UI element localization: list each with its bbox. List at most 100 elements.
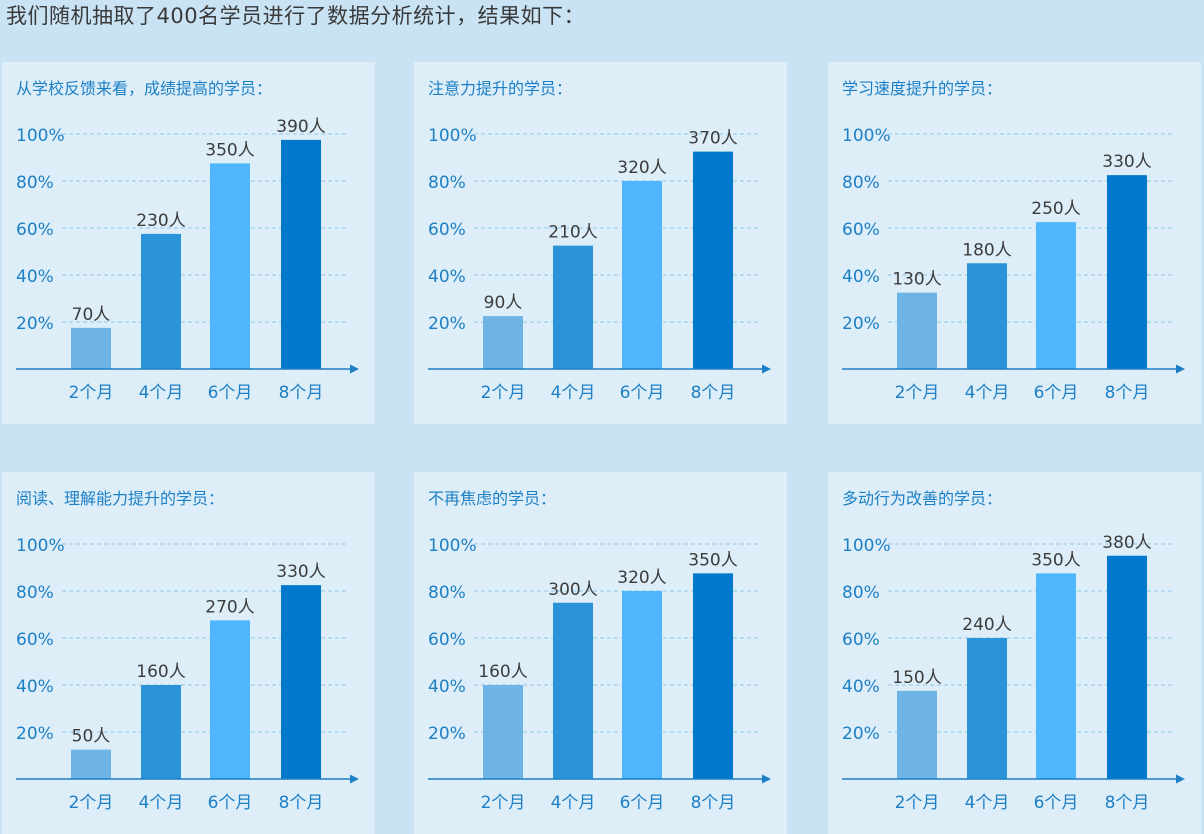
y-tick-label: 20% <box>842 724 880 744</box>
bar <box>1036 573 1076 779</box>
bar-value-label: 370人 <box>688 129 737 149</box>
x-tick-label: 6个月 <box>1034 793 1079 813</box>
chart-panel: 多动行为改善的学员： 20% 40% 60% 80% 100% 150人 2个月 240人 4个月… <box>828 472 1201 834</box>
chart-title: 不再焦虑的学员： <box>428 489 557 508</box>
bar <box>897 690 937 779</box>
bar-value-label: 330人 <box>276 562 325 582</box>
bar-chart: 20% 40% 60% 80% 100% 90人 2个月 210人 4个月 320人 6个月 370人… <box>428 126 771 403</box>
bar-value-label: 350人 <box>1031 550 1080 570</box>
y-tick-label: 60% <box>16 220 54 240</box>
y-tick-label: 40% <box>428 267 466 287</box>
bar-value-label: 130人 <box>892 270 941 290</box>
x-tick-label: 8个月 <box>1105 383 1150 403</box>
y-tick-label: 60% <box>428 630 466 650</box>
bar-value-label: 390人 <box>276 117 325 137</box>
x-axis-arrow-icon <box>762 774 771 784</box>
bar <box>967 638 1007 779</box>
bar <box>281 139 321 369</box>
chart-title: 从学校反馈来看，成绩提高的学员： <box>16 79 273 98</box>
bar-chart: 20% 40% 60% 80% 100% 70人 2个月 230人 4个月 350人 6个月 390人… <box>16 117 359 403</box>
y-tick-label: 20% <box>16 724 54 744</box>
bar-chart: 20% 40% 60% 80% 100% 130人 2个月 180人 4个月 250人 6个月 330… <box>842 126 1185 403</box>
x-tick-label: 8个月 <box>691 793 736 813</box>
y-tick-label: 80% <box>16 173 54 193</box>
bar <box>622 591 662 779</box>
bar <box>1107 555 1147 779</box>
bar-value-label: 320人 <box>617 568 666 588</box>
y-tick-label: 60% <box>16 630 54 650</box>
y-tick-label: 60% <box>842 220 880 240</box>
x-tick-label: 6个月 <box>1034 383 1079 403</box>
x-tick-label: 2个月 <box>69 383 114 403</box>
y-tick-label: 40% <box>16 677 54 697</box>
x-tick-label: 4个月 <box>139 383 184 403</box>
bar <box>71 749 111 779</box>
y-tick-label: 80% <box>16 583 54 603</box>
x-tick-label: 4个月 <box>551 383 596 403</box>
bar <box>483 685 523 779</box>
chart-panel: 学习速度提升的学员： 20% 40% 60% 80% 100% 130人 2个月 180人 4个月… <box>828 62 1201 424</box>
x-tick-label: 4个月 <box>965 383 1010 403</box>
bar <box>897 292 937 369</box>
bar-chart: 20% 40% 60% 80% 100% 150人 2个月 240人 4个月 350人 6个月 380… <box>842 533 1185 813</box>
y-tick-label: 100% <box>428 536 477 556</box>
bar-value-label: 320人 <box>617 158 666 178</box>
y-tick-label: 100% <box>842 126 891 146</box>
y-tick-label: 40% <box>842 677 880 697</box>
x-tick-label: 8个月 <box>279 383 324 403</box>
x-tick-label: 6个月 <box>620 383 665 403</box>
bar-value-label: 70人 <box>72 305 111 325</box>
y-tick-label: 20% <box>16 314 54 334</box>
y-tick-label: 80% <box>842 583 880 603</box>
chart-title: 注意力提升的学员： <box>428 79 573 98</box>
y-tick-label: 60% <box>842 630 880 650</box>
y-tick-label: 60% <box>428 220 466 240</box>
bar-chart: 20% 40% 60% 80% 100% 50人 2个月 160人 4个月 270人 6个月 330人… <box>16 536 359 813</box>
y-tick-label: 100% <box>428 126 477 146</box>
x-tick-label: 6个月 <box>620 793 665 813</box>
x-axis-arrow-icon <box>1176 774 1185 784</box>
page-title: 我们随机抽取了400名学员进行了数据分析统计，结果如下： <box>6 4 586 28</box>
bar <box>71 327 111 369</box>
bar-value-label: 240人 <box>962 615 1011 635</box>
bar <box>210 163 250 369</box>
bar <box>281 585 321 779</box>
bar-value-label: 230人 <box>136 211 185 231</box>
bar <box>553 602 593 779</box>
y-tick-label: 40% <box>842 267 880 287</box>
bar-value-label: 380人 <box>1102 533 1151 553</box>
x-axis-arrow-icon <box>1176 364 1185 374</box>
bar <box>553 245 593 369</box>
bar <box>483 316 523 369</box>
x-axis-arrow-icon <box>762 364 771 374</box>
bar-value-label: 330人 <box>1102 152 1151 172</box>
bar <box>622 181 662 369</box>
bar-value-label: 350人 <box>688 550 737 570</box>
bar <box>1036 222 1076 369</box>
bar-value-label: 160人 <box>478 662 527 682</box>
bar <box>1107 175 1147 369</box>
bar <box>967 263 1007 369</box>
x-tick-label: 8个月 <box>691 383 736 403</box>
y-tick-label: 20% <box>428 314 466 334</box>
x-tick-label: 4个月 <box>139 793 184 813</box>
x-tick-label: 8个月 <box>279 793 324 813</box>
x-tick-label: 8个月 <box>1105 793 1150 813</box>
y-tick-label: 100% <box>16 126 65 146</box>
bar-value-label: 150人 <box>892 668 941 688</box>
y-tick-label: 40% <box>16 267 54 287</box>
bar <box>141 685 181 779</box>
y-tick-label: 40% <box>428 677 466 697</box>
chart-panel: 不再焦虑的学员： 20% 40% 60% 80% 100% 160人 2个月 300人 4个月 32… <box>414 472 787 834</box>
chart-title: 学习速度提升的学员： <box>842 79 1003 98</box>
bar-value-label: 50人 <box>72 727 111 747</box>
chart-panel: 从学校反馈来看，成绩提高的学员： 20% 40% 60% 80% 100% 70人 2个月 23… <box>2 62 375 424</box>
x-axis-arrow-icon <box>350 364 359 374</box>
bar <box>210 620 250 779</box>
x-tick-label: 6个月 <box>208 793 253 813</box>
y-tick-label: 20% <box>842 314 880 334</box>
x-tick-label: 2个月 <box>481 793 526 813</box>
x-tick-label: 4个月 <box>551 793 596 813</box>
bar <box>693 573 733 779</box>
y-tick-label: 100% <box>842 536 891 556</box>
